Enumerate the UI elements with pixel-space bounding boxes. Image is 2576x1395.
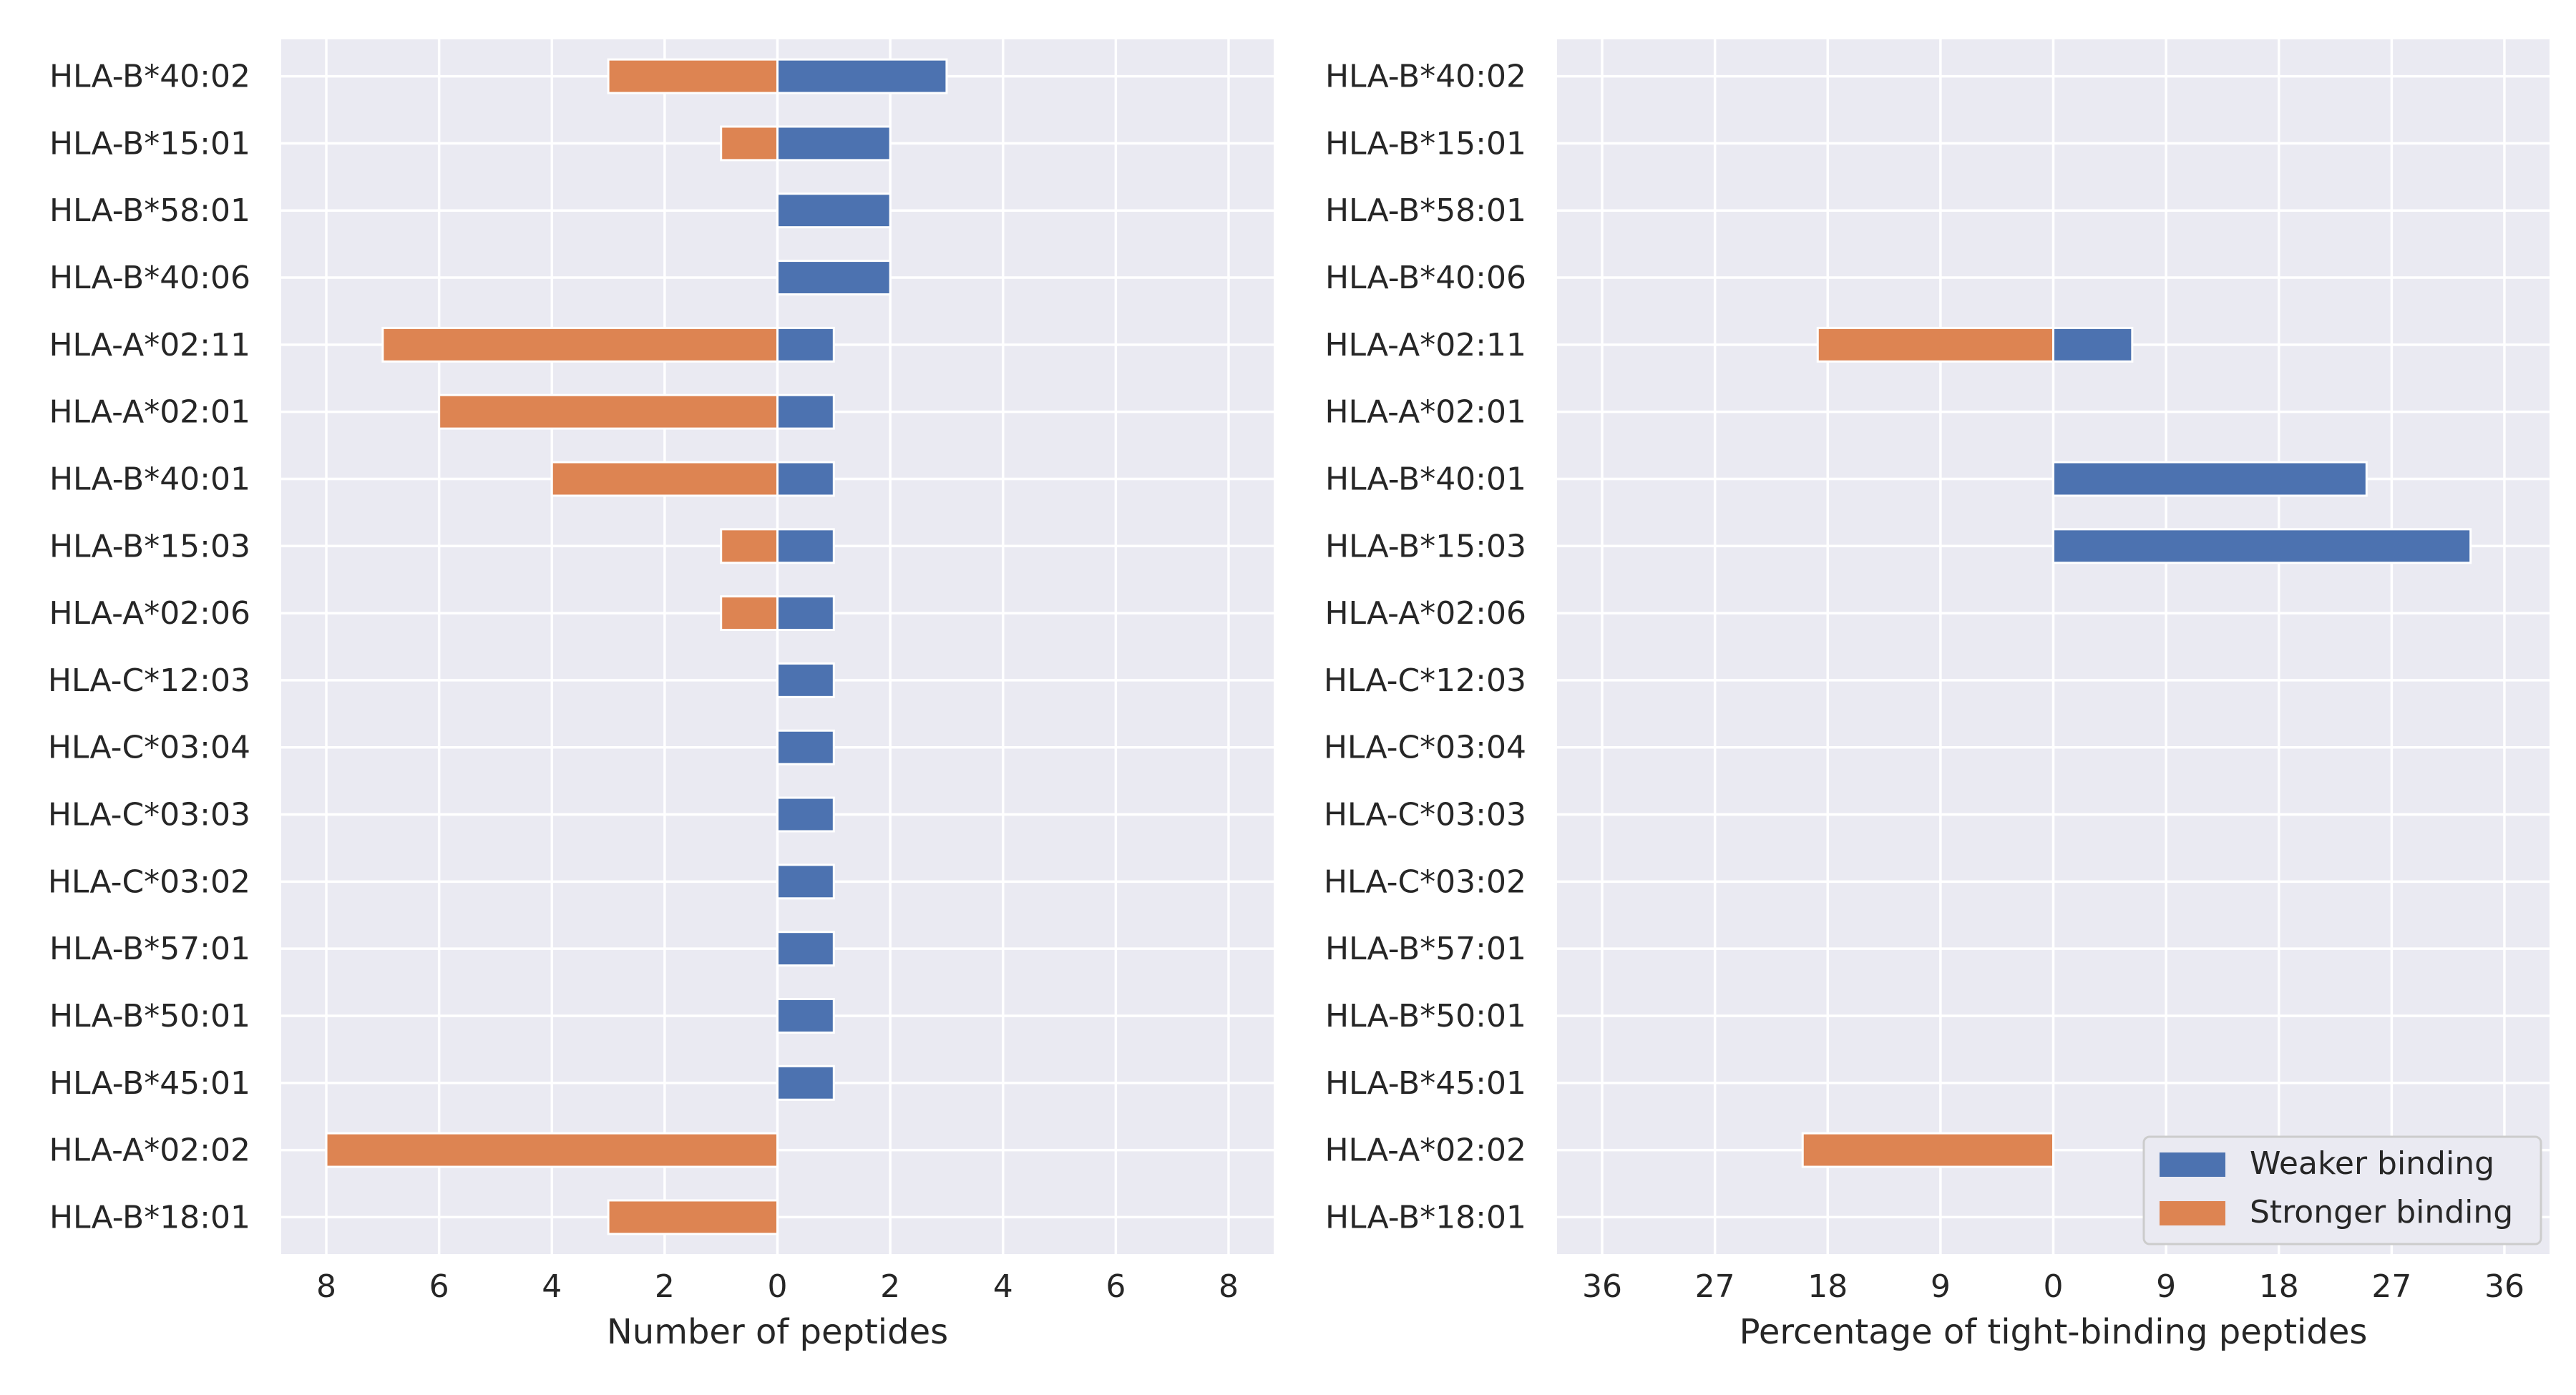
bar-weaker-binding [776,58,948,94]
x-tick-label: 4 [542,1268,562,1305]
category-label: HLA-A*02:06 [1324,595,1526,632]
category-label: HLA-A*02:01 [49,394,250,431]
chart-right: 36 27 18 9 0 9 18 27 36 HLA-B*40:02 HLA-B*15:01 HLA… [1324,39,2550,1352]
bar-weaker-binding [776,729,835,765]
bar-stronger-binding [550,461,779,497]
category-label: HLA-B*50:01 [1325,998,1526,1034]
bar-weaker-binding [2052,528,2472,564]
bar-stronger-binding [720,125,779,162]
category-label: HLA-B*40:02 [49,59,250,95]
category-label: HLA-C*03:02 [1324,863,1526,900]
x-tick-label: 36 [2484,1268,2524,1305]
category-label: HLA-B*50:01 [49,998,250,1034]
category-label: HLA-A*02:01 [1324,394,1526,431]
x-tick-label: 9 [1931,1268,1951,1305]
category-label: HLA-A*02:02 [49,1132,250,1169]
category-label: HLA-B*45:01 [1325,1065,1526,1102]
bar-weaker-binding [776,192,892,229]
category-label: HLA-B*18:01 [1325,1199,1526,1235]
x-tick-label: 9 [2156,1268,2176,1305]
category-label: HLA-C*03:03 [48,797,250,833]
category-label: HLA-C*03:04 [48,730,250,766]
x-tick-label: 18 [2259,1268,2299,1305]
legend-frame [2142,1135,2542,1245]
bar-stronger-binding [607,58,779,94]
x-tick-label: 6 [1106,1268,1126,1305]
bar-stronger-binding [607,1199,779,1235]
x-tick-label: 8 [1219,1268,1239,1305]
category-label: HLA-C*12:03 [48,662,250,699]
bar-weaker-binding [776,260,892,295]
category-label: HLA-B*45:01 [49,1065,250,1102]
bar-stronger-binding [438,393,779,430]
bar-stronger-binding [720,595,779,632]
x-tick-label: 27 [1695,1268,1735,1305]
x-tick-label: 2 [655,1268,675,1305]
bar-stronger-binding [381,326,779,363]
bar-weaker-binding [776,528,835,564]
legend-label: Weaker binding [2250,1145,2494,1182]
bar-weaker-binding [776,931,835,967]
category-label: HLA-C*03:02 [48,863,250,900]
category-label: HLA-B*15:03 [1325,528,1526,564]
bar-weaker-binding [776,796,835,833]
category-label: HLA-C*12:03 [1324,662,1526,699]
x-tick-label: 4 [993,1268,1013,1305]
bar-stronger-binding [1801,1132,2055,1168]
bar-stronger-binding [325,1132,779,1168]
x-tick-label: 27 [2371,1268,2411,1305]
x-tick-label: 0 [768,1268,788,1305]
category-label: HLA-B*58:01 [1325,192,1526,229]
x-axis-label: Number of peptides [607,1312,948,1352]
category-label: HLA-C*03:03 [1324,797,1526,833]
x-tick-label: 6 [429,1268,449,1305]
bar-weaker-binding [776,326,835,363]
chart-left: 8 6 4 2 0 2 4 6 8 HLA-B*40:02 HLA-B*15:01 HLA-B*58:… [48,39,1274,1352]
category-label: HLA-B*40:01 [49,461,250,497]
bar-weaker-binding [776,1064,835,1101]
bar-stronger-binding [1816,326,2055,363]
category-label: HLA-B*15:01 [49,125,250,162]
category-label: HLA-A*02:02 [1324,1132,1526,1169]
category-label: HLA-A*02:11 [1324,327,1526,363]
legend: Weaker binding Stronger binding [2142,1135,2542,1245]
bar-weaker-binding [2052,326,2134,363]
bar-weaker-binding [776,393,835,430]
bar-weaker-binding [776,125,892,162]
category-label: HLA-A*02:11 [49,327,250,363]
category-label: HLA-B*40:02 [1325,59,1526,95]
category-label: HLA-A*02:06 [49,595,250,632]
category-label: HLA-B*58:01 [49,192,250,229]
category-label: HLA-B*15:01 [1325,125,1526,162]
bar-weaker-binding [776,595,835,632]
bar-weaker-binding [2052,461,2368,497]
category-label: HLA-B*57:01 [49,931,250,967]
category-label: HLA-B*57:01 [1325,931,1526,967]
legend-label: Stronger binding [2250,1194,2513,1230]
category-label: HLA-B*40:06 [1325,260,1526,296]
legend-swatch [2160,1201,2225,1225]
category-label: HLA-B*40:01 [1325,461,1526,497]
category-label: HLA-B*40:06 [49,260,250,296]
bar-weaker-binding [776,863,835,900]
x-tick-label: 18 [1807,1268,1848,1305]
x-tick-label: 0 [2044,1268,2064,1305]
category-label: HLA-B*18:01 [49,1199,250,1235]
bar-weaker-binding [776,662,835,698]
bar-weaker-binding [776,998,835,1034]
x-tick-label: 36 [1582,1268,1622,1305]
bar-weaker-binding [776,461,835,497]
legend-swatch [2160,1152,2225,1177]
category-label: HLA-C*03:04 [1324,730,1526,766]
x-axis-label: Percentage of tight-binding peptides [1740,1312,2368,1352]
category-label: HLA-B*15:03 [49,528,250,564]
x-tick-label: 2 [880,1268,900,1305]
bar-stronger-binding [720,528,779,564]
x-tick-label: 8 [316,1268,336,1305]
